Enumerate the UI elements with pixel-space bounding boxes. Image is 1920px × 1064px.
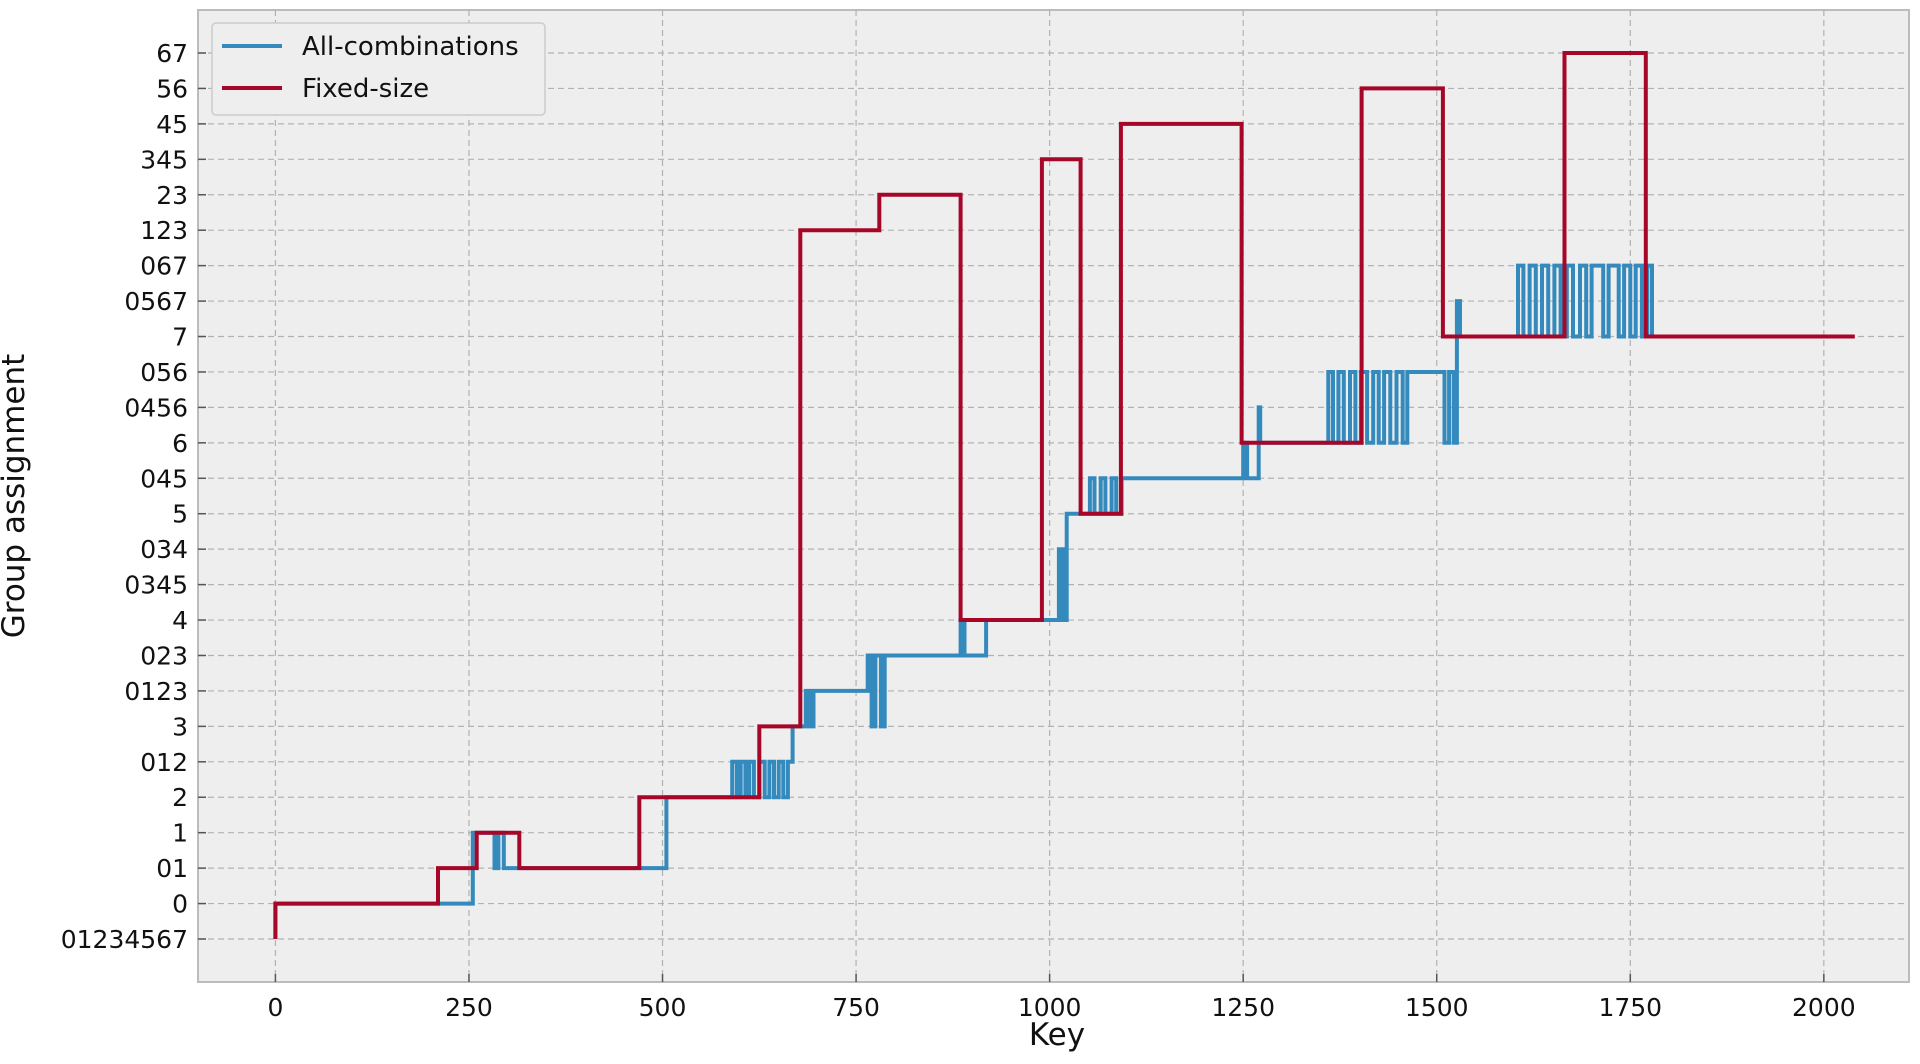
legend-box	[211, 22, 546, 116]
y-tick-label: 67	[156, 39, 188, 68]
y-tick-label: 01	[156, 854, 188, 883]
x-tick-label: 1250	[1211, 993, 1275, 1022]
y-tick-label: 123	[140, 216, 188, 245]
legend-label-fixed-size: Fixed-size	[302, 74, 429, 104]
y-tick-label: 01234567	[61, 925, 188, 954]
y-axis-label: Group assignment	[0, 354, 32, 639]
y-tick-label: 0123	[124, 677, 188, 706]
y-tick-label: 45	[156, 110, 188, 139]
y-tick-label: 023	[140, 641, 188, 670]
x-tick-label: 1750	[1598, 993, 1662, 1022]
fixed-size-series-line	[273, 51, 1855, 939]
y-tick-label: 6	[172, 429, 188, 458]
tick-labels: 0 250 500 750 1000 1250 1500 1750 20000123456700…	[61, 39, 1856, 1022]
y-tick-label: 4	[172, 606, 188, 635]
x-tick-label: 0	[267, 993, 283, 1022]
y-tick-label: 056	[140, 358, 188, 387]
y-tick-label: 7	[172, 323, 188, 352]
y-tick-label: 3	[172, 712, 188, 741]
x-tick-label: 750	[832, 993, 880, 1022]
x-axis-label: Key	[1029, 1017, 1085, 1053]
x-tick-label: 500	[639, 993, 687, 1022]
plot-area	[197, 9, 1910, 983]
y-tick-label: 012	[140, 748, 188, 777]
y-tick-label: 0567	[124, 287, 188, 316]
legend: All-combinations Fixed-size	[211, 22, 546, 116]
y-tick-label: 0	[172, 890, 188, 919]
x-tick-label: 1500	[1405, 993, 1469, 1022]
legend-label-all-combinations: All-combinations	[302, 32, 519, 62]
y-tick-label: 345	[140, 145, 188, 174]
x-tick-label: 250	[445, 993, 493, 1022]
x-tick-label: 1000	[1018, 993, 1082, 1022]
y-tick-label: 045	[140, 464, 188, 493]
series-lines	[273, 51, 1855, 939]
y-tick-label: 0456	[124, 393, 188, 422]
y-tick-label: 1	[172, 819, 188, 848]
y-tick-label: 56	[156, 74, 188, 103]
y-tick-label: 067	[140, 252, 188, 281]
y-tick-label: 23	[156, 181, 188, 210]
x-tick-label: 2000	[1792, 993, 1856, 1022]
y-tick-label: 034	[140, 535, 188, 564]
y-tick-label: 2	[172, 783, 188, 812]
y-tick-label: 0345	[124, 571, 188, 600]
y-tick-label: 5	[172, 500, 188, 529]
